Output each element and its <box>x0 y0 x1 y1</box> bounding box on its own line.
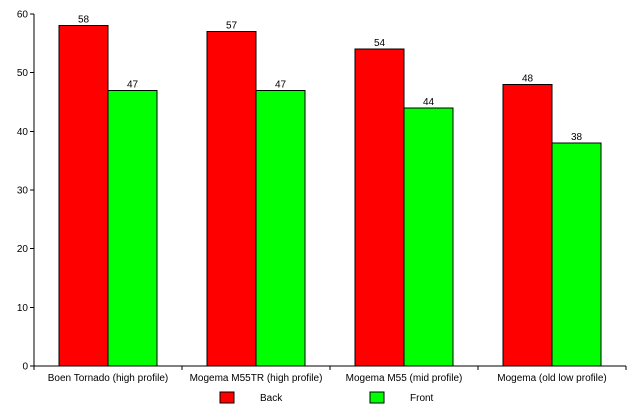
legend: Back Front <box>219 391 434 404</box>
bar-front <box>107 89 158 367</box>
bar-front <box>255 89 306 367</box>
bar-back <box>502 83 553 367</box>
bar-front <box>403 107 454 367</box>
bar-front <box>551 142 602 367</box>
x-tick-label: Mogema (old low profile) <box>497 373 607 384</box>
y-tick-label: 10 <box>17 303 29 314</box>
data-label: 44 <box>423 97 435 108</box>
y-tick-label: 50 <box>17 68 29 79</box>
bar-back <box>206 31 257 367</box>
x-tick-label: Mogema M55TR (high profile) <box>190 373 323 384</box>
x-axis: Boen Tornado (high profile) Mogema M55TR … <box>30 365 627 384</box>
y-tick-label: 20 <box>17 244 29 255</box>
data-label: 47 <box>275 79 287 90</box>
y-tick-label: 40 <box>17 127 29 138</box>
data-label: 58 <box>78 15 90 26</box>
bars: 58 47 57 47 54 44 48 38 <box>58 15 602 367</box>
x-tick-label: Boen Tornado (high profile) <box>48 373 168 384</box>
legend-label: Front <box>410 393 434 404</box>
y-tick-label: 0 <box>22 362 28 373</box>
bar-back <box>354 48 405 367</box>
bar-back <box>58 25 109 367</box>
data-label: 57 <box>226 21 238 32</box>
x-tick-label: Mogema M55 (mid profile) <box>346 373 463 384</box>
legend-swatch-front <box>369 391 385 404</box>
y-tick-label: 60 <box>17 10 29 21</box>
y-tick-label: 30 <box>17 186 29 197</box>
legend-swatch-back <box>219 391 235 404</box>
legend-label: Back <box>260 393 283 404</box>
data-label: 38 <box>571 132 583 143</box>
y-axis: 0 10 20 30 40 50 60 <box>17 10 35 373</box>
data-label: 54 <box>374 38 386 49</box>
data-label: 48 <box>522 73 534 84</box>
data-label: 47 <box>127 79 139 90</box>
